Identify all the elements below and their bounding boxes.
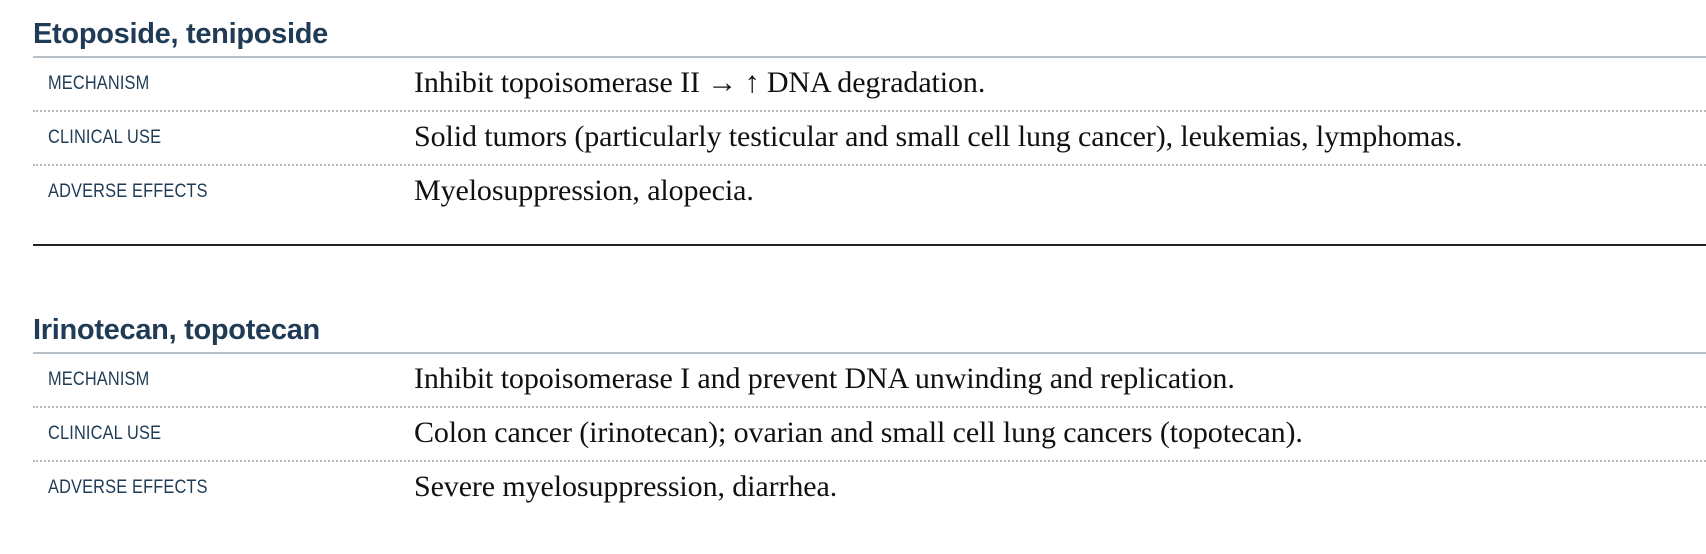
row-label: MECHANISM — [48, 73, 150, 94]
mechanism-row: MECHANISM Inhibit topoisomerase I and pr… — [33, 354, 1706, 408]
row-label: ADVERSE EFFECTS — [48, 181, 208, 202]
section-divider — [33, 244, 1706, 246]
mechanism-row: MECHANISM Inhibit topoisomerase II → ↑ D… — [33, 58, 1706, 112]
row-text: Colon cancer (irinotecan); ovarian and s… — [414, 416, 1303, 449]
row-label: CLINICAL USE — [48, 423, 162, 444]
drug-section-irinotecan: Irinotecan, topotecan MECHANISM Inhibit … — [33, 310, 1706, 514]
row-text: Solid tumors (particularly testicular an… — [414, 120, 1463, 153]
title-rule — [33, 56, 1706, 58]
adverse-effects-row: ADVERSE EFFECTS Myelosuppression, alopec… — [33, 166, 1706, 218]
drug-title: Irinotecan, topotecan — [33, 314, 320, 346]
drug-title: Etoposide, teniposide — [33, 18, 329, 50]
row-label: CLINICAL USE — [48, 127, 162, 148]
row-label: MECHANISM — [48, 369, 150, 390]
drug-section-etoposide: Etoposide, teniposide MECHANISM Inhibit … — [33, 14, 1706, 218]
row-text: Myelosuppression, alopecia. — [414, 174, 754, 207]
row-text: Inhibit topoisomerase I and prevent DNA … — [414, 362, 1235, 395]
clinical-use-row: CLINICAL USE Colon cancer (irinotecan); … — [33, 408, 1706, 462]
row-text: Severe myelosuppression, diarrhea. — [414, 470, 838, 503]
row-text: Inhibit topoisomerase II → ↑ DNA degrada… — [414, 66, 986, 99]
title-rule — [33, 352, 1706, 354]
adverse-effects-row: ADVERSE EFFECTS Severe myelosuppression,… — [33, 462, 1706, 514]
row-label: ADVERSE EFFECTS — [48, 477, 208, 498]
clinical-use-row: CLINICAL USE Solid tumors (particularly … — [33, 112, 1706, 166]
